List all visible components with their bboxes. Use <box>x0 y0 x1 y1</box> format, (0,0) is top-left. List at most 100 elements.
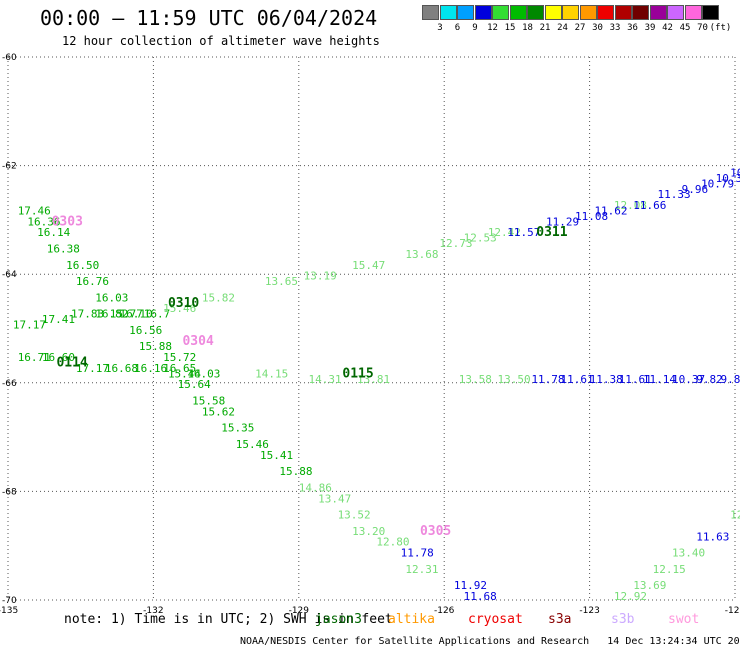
wave-height-value: 16.38 <box>47 242 80 255</box>
latitude-tick-label: -66 <box>2 379 17 389</box>
wave-height-value: 11.92 <box>454 579 487 592</box>
color-scale-label: 24 <box>557 23 568 33</box>
pass-time-marker: 0305 <box>420 524 451 539</box>
wave-height-value: 16.7 <box>144 308 171 321</box>
wave-height-value: 16.16 <box>134 362 167 375</box>
color-swatch <box>509 5 527 20</box>
pass-time-marker: 0303 <box>52 214 83 229</box>
wave-height-value: 11.78 <box>401 547 434 560</box>
latitude-tick-label: -68 <box>2 487 17 497</box>
wave-height-value: 12.73 <box>439 237 472 250</box>
pass-time-marker: 0310 <box>168 296 199 311</box>
color-swatch <box>544 5 562 20</box>
wave-height-value: 11.29 <box>546 215 579 228</box>
color-scale-label: 3 <box>437 23 443 33</box>
wave-height-value: 16.65 <box>163 362 196 375</box>
wave-height-value: 14.86 <box>299 481 332 494</box>
wave-height-value: 16.10 <box>119 308 152 321</box>
color-swatch <box>492 5 509 20</box>
satellite-legend-jason3: jason3 <box>315 612 362 627</box>
wave-height-value: 16.71 <box>18 351 51 364</box>
wave-height-value: 16.76 <box>76 275 109 288</box>
wave-height-value: 15.44 <box>168 367 201 380</box>
color-scale-label: 21 <box>539 23 551 33</box>
wave-height-value: 15.88 <box>139 340 172 353</box>
longitude-tick-label: -123 <box>579 606 599 616</box>
latitude-tick-label: -62 <box>2 162 17 172</box>
wave-height-value: 11.61 <box>619 373 652 386</box>
wave-height-value: 15.72 <box>163 351 196 364</box>
color-scale-label: 27 <box>574 23 586 33</box>
wave-height-value: 17.17 <box>13 319 46 332</box>
wave-height-value: 11.57 <box>507 226 540 239</box>
wave-height-value: 12.92 <box>614 590 647 603</box>
wave-height-value: 12.08 <box>614 199 647 212</box>
longitude-tick-label: -132 <box>143 606 163 616</box>
wave-height-value: 15.82 <box>202 291 235 304</box>
credit-footer: NOAA/NESDIS Center for Satellite Applica… <box>240 636 740 647</box>
color-scale-label: 33 <box>609 23 621 33</box>
wave-height-value: 15.47 <box>352 259 385 272</box>
wave-height-value: 9.96 <box>682 183 709 196</box>
wave-height-value: 17.83 <box>71 308 104 321</box>
wave-height-value: 12.42 <box>488 226 521 239</box>
color-scale-label: 18 <box>522 23 533 33</box>
wave-height-value: 15.46 <box>163 302 196 315</box>
wave-height-value: 16.03 <box>187 367 220 380</box>
color-scale-label: 36 <box>627 23 638 33</box>
pass-time-marker: 0115 <box>342 366 373 381</box>
latitude-tick-label: -70 <box>2 596 17 606</box>
wave-height-value: 15.46 <box>236 438 269 451</box>
color-swatch <box>632 5 649 20</box>
color-scale-label: 9 <box>472 23 478 33</box>
longitude-tick-label: -129 <box>289 606 310 616</box>
wave-height-value: 11.08 <box>575 210 608 223</box>
pass-time-marker: 0311 <box>536 225 567 240</box>
latitude-tick-label: -64 <box>2 270 17 280</box>
wave-height-value: 13.19 <box>304 270 337 283</box>
color-scale-label: 12 <box>487 23 498 33</box>
wave-height-value: 11.63 <box>696 530 729 543</box>
satellite-legend-s3b: s3b <box>611 612 635 627</box>
units-note: note: 1) Time is in UTC; 2) SWH is in fe… <box>64 612 393 627</box>
wave-height-value: 13.50 <box>498 373 531 386</box>
color-scale-label: 42 <box>662 23 673 33</box>
wave-height-value: 15.35 <box>221 422 254 435</box>
wave-height-value: 13.20 <box>352 525 385 538</box>
color-swatch <box>579 5 597 20</box>
wave-height-value: 16.36 <box>27 215 60 228</box>
wave-height-value: 14.31 <box>308 373 341 386</box>
wave-height-value: 16.82 <box>95 308 128 321</box>
latitude-tick-label: -60 <box>2 53 17 63</box>
wave-height-value: 10.1 <box>730 166 740 179</box>
color-scale-label: 70 <box>697 23 708 33</box>
longitude-tick-label: -126 <box>434 606 455 616</box>
wave-height-value: 13.81 <box>357 373 390 386</box>
wave-height-value: 13.58 <box>459 373 492 386</box>
color-swatch <box>474 5 492 20</box>
color-scale-unit: (ft) <box>709 23 732 33</box>
map-subtitle: 12 hour collection of altimeter wave hei… <box>62 34 380 48</box>
wave-height-value: 17.17 <box>76 362 109 375</box>
color-swatch <box>457 5 474 20</box>
wave-height-value: 12.31 <box>405 563 438 576</box>
wave-height-value: 16.56 <box>129 324 162 337</box>
wave-height-value: 11.14 <box>643 373 676 386</box>
wave-height-value: 11.78 <box>531 373 564 386</box>
wave-height-value: 16.50 <box>66 259 99 272</box>
color-swatch <box>562 5 579 20</box>
wave-height-value: 16.60 <box>42 351 75 364</box>
color-swatch <box>439 5 457 20</box>
wave-height-value: 12.15 <box>653 563 686 576</box>
color-swatch <box>422 5 439 20</box>
wave-height-value: 12.80 <box>376 536 409 549</box>
wave-height-value: 15.77 <box>110 308 143 321</box>
wave-height-value: 11.68 <box>464 590 497 603</box>
color-swatch <box>614 5 632 20</box>
wave-height-value: 11.66 <box>633 199 666 212</box>
wave-height-value: 13.40 <box>672 547 705 560</box>
wave-height-value: 11.38 <box>590 373 623 386</box>
wave-height-value: 10.37 <box>672 373 705 386</box>
satellite-legend-swot: swot <box>668 612 700 627</box>
wave-height-value: 15.62 <box>202 405 235 418</box>
